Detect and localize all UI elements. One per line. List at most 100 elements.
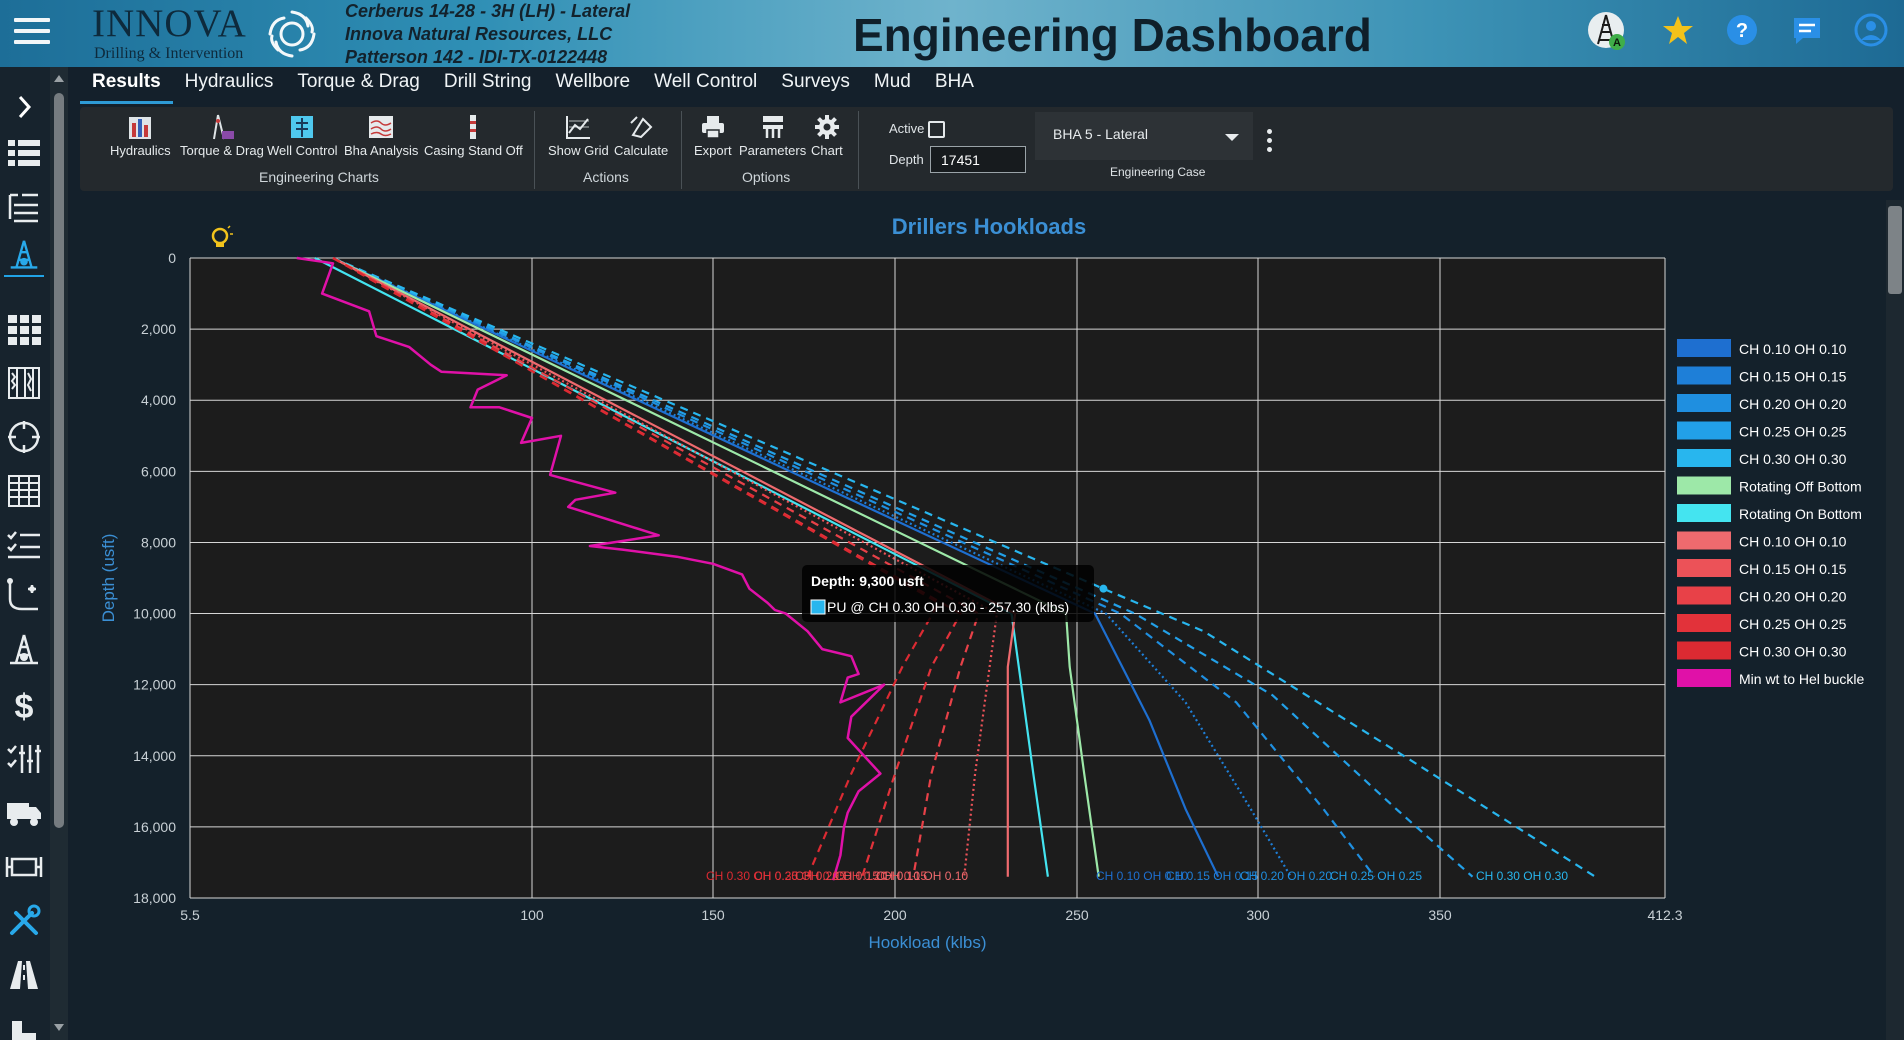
target-icon[interactable]	[4, 417, 44, 457]
active-checkbox[interactable]	[928, 121, 945, 138]
tab-torque-drag[interactable]: Torque & Drag	[297, 71, 420, 92]
engineering-rig-icon[interactable]	[4, 237, 44, 277]
brand-name: INNOVA	[92, 2, 247, 45]
chart-options-button[interactable]: Chart	[811, 113, 843, 158]
engineering-case-value: BHA 5 - Lateral	[1053, 126, 1148, 142]
series-line-rotating_off[interactable]	[332, 257, 1100, 877]
rig-icon[interactable]: A	[1586, 10, 1626, 50]
legend-label[interactable]: CH 0.20 OH 0.20	[1739, 396, 1847, 412]
series-line-ch010_pu[interactable]	[332, 257, 1220, 878]
legend-label[interactable]: CH 0.30 OH 0.30	[1739, 644, 1847, 660]
tab-mud[interactable]: Mud	[873, 71, 911, 92]
legend-label[interactable]: Rotating Off Bottom	[1739, 479, 1862, 495]
engineering-case-select[interactable]: BHA 5 - Lateral	[1035, 112, 1253, 160]
series-line-ch010_so[interactable]	[332, 257, 1017, 877]
svg-text:?: ?	[1736, 20, 1748, 42]
star-icon[interactable]	[1658, 10, 1698, 50]
legend-swatch[interactable]	[1677, 421, 1731, 440]
legend-swatch[interactable]	[1677, 366, 1731, 385]
legend-label[interactable]: CH 0.10 OH 0.10	[1739, 341, 1847, 357]
table-icon[interactable]	[4, 471, 44, 511]
y-tick-label: 4,000	[141, 392, 176, 408]
legend-swatch[interactable]	[1677, 669, 1731, 687]
legend-swatch[interactable]	[1677, 559, 1731, 577]
legend-swatch[interactable]	[1677, 339, 1731, 357]
legend-label[interactable]: CH 0.10 OH 0.10	[1739, 534, 1847, 550]
frame-icon[interactable]	[4, 847, 44, 887]
legend-label[interactable]: Min wt to Hel buckle	[1739, 671, 1864, 687]
drilling-rig-icon[interactable]	[4, 631, 44, 671]
legend-label[interactable]: CH 0.20 OH 0.20	[1739, 589, 1847, 605]
tab-surveys[interactable]: Surveys	[781, 71, 850, 92]
right-scroll-thumb[interactable]	[1888, 206, 1902, 294]
well-control-chart-button[interactable]: Well Control	[267, 113, 338, 158]
tab-well-control[interactable]: Well Control	[654, 71, 758, 92]
left-scrollbar[interactable]	[50, 67, 68, 1040]
hookload-chart[interactable]: 5.5 100 150 200 250 300 350 412.3 0 2,000 4,000 6,0…	[70, 200, 1886, 1040]
show-grid-button[interactable]: Show Grid	[548, 113, 609, 158]
legend-swatch[interactable]	[1677, 394, 1731, 412]
legend-swatch[interactable]	[1677, 641, 1731, 660]
road-icon[interactable]	[4, 955, 44, 995]
depth-input[interactable]	[930, 146, 1026, 173]
legend-swatch[interactable]	[1677, 504, 1731, 522]
series-line-rotating_on[interactable]	[314, 257, 1049, 877]
tools-list-icon[interactable]	[4, 739, 44, 779]
x-tick-label: 100	[520, 907, 544, 923]
truck-icon[interactable]	[4, 793, 44, 833]
torque-drag-chart-button[interactable]: Torque & Drag	[180, 113, 264, 158]
scroll-down-icon[interactable]	[53, 1023, 65, 1033]
log-chart-icon[interactable]	[4, 363, 44, 403]
parameters-icon	[762, 116, 783, 138]
legend-label[interactable]: CH 0.30 OH 0.30	[1739, 451, 1847, 467]
casing-standoff-chart-button[interactable]: Casing Stand Off	[424, 113, 523, 158]
legend-swatch[interactable]	[1677, 614, 1731, 632]
legend-label[interactable]: Rotating On Bottom	[1739, 506, 1862, 522]
tab-hydraulics[interactable]: Hydraulics	[184, 71, 274, 92]
legend-label[interactable]: CH 0.25 OH 0.25	[1739, 424, 1847, 440]
pickup-end-label: CH 0.10 OH 0.10	[1096, 869, 1188, 883]
legend-swatch[interactable]	[1677, 476, 1731, 495]
legend-swatch[interactable]	[1677, 449, 1731, 467]
menu-icon[interactable]	[14, 18, 50, 46]
list-view-icon[interactable]	[4, 134, 44, 174]
bha-analysis-chart-button[interactable]: Bha Analysis	[344, 113, 418, 158]
legend-label[interactable]: CH 0.25 OH 0.25	[1739, 616, 1847, 632]
tab-results[interactable]: Results	[80, 67, 173, 104]
chat-icon[interactable]	[1787, 10, 1827, 50]
hydraulics-chart-button[interactable]: Hydraulics	[110, 113, 171, 158]
legend-label[interactable]: CH 0.15 OH 0.15	[1739, 561, 1847, 577]
well-info: Cerberus 14-28 - 3H (LH) - Lateral Innov…	[345, 0, 630, 69]
scroll-up-icon[interactable]	[53, 73, 65, 83]
tab-bha[interactable]: BHA	[934, 71, 974, 92]
grid-icon[interactable]	[4, 309, 44, 349]
series-line-ch030_so[interactable]	[332, 257, 940, 878]
legend-swatch[interactable]	[1677, 586, 1731, 605]
help-icon[interactable]: ?	[1722, 10, 1762, 50]
left-scroll-thumb[interactable]	[54, 93, 64, 828]
tab-wellbore[interactable]: Wellbore	[555, 71, 631, 92]
dollar-icon[interactable]: $	[4, 685, 44, 725]
series-line-ch015_so[interactable]	[332, 257, 999, 877]
tools-icon[interactable]	[4, 901, 44, 941]
tab-drill-string[interactable]: Drill String	[443, 71, 532, 92]
wellpath-icon[interactable]	[4, 577, 44, 617]
series-line-buckle[interactable]	[296, 256, 886, 881]
parameters-button[interactable]: Parameters	[739, 113, 806, 158]
series-line-ch020_so[interactable]	[332, 257, 980, 877]
calculate-button[interactable]: Calculate	[614, 113, 668, 158]
lightbulb-icon[interactable]	[211, 225, 233, 247]
tree-list-icon[interactable]	[4, 187, 44, 227]
export-button[interactable]: Export	[694, 113, 732, 158]
series-line-ch015_pu[interactable]	[332, 257, 1292, 878]
user-icon[interactable]	[1851, 10, 1891, 50]
checklist-icon[interactable]	[4, 525, 44, 565]
series-line-ch025_pu[interactable]	[332, 256, 1474, 878]
chevron-right-icon[interactable]	[4, 87, 44, 127]
legend-label[interactable]: CH 0.15 OH 0.15	[1739, 369, 1847, 385]
more-options-icon[interactable]	[1263, 129, 1275, 157]
right-scrollbar[interactable]	[1886, 200, 1904, 1040]
boot-icon[interactable]	[4, 1007, 44, 1040]
series-line-ch020_pu[interactable]	[332, 256, 1376, 878]
legend-swatch[interactable]	[1677, 531, 1731, 550]
